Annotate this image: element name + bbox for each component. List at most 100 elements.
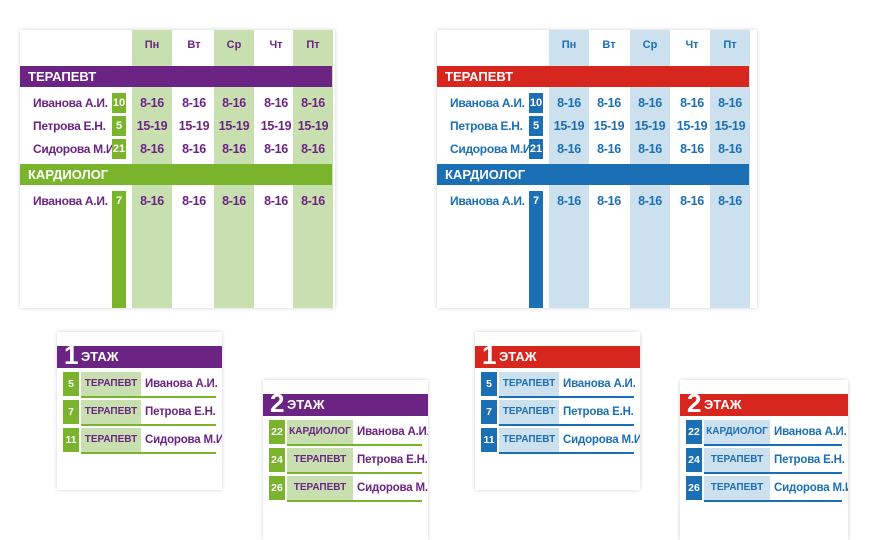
hours-cell: 15-19 — [634, 119, 666, 133]
hours-cell: 8-16 — [597, 142, 621, 156]
hours-cell: 15-19 — [178, 119, 210, 133]
specialty-label: ТЕРАПЕВТ — [499, 428, 559, 452]
room-number: 5 — [63, 372, 79, 396]
schedule-board-green: Пн Вт Ср Чт Пт ТЕРАПЕВТ Иванова А.И. 10 8-16 8-16… — [20, 30, 335, 308]
row-underline — [81, 452, 216, 454]
hours-cell: 15-19 — [676, 119, 708, 133]
hours-cell: 8-16 — [140, 194, 164, 208]
floor-row: 11 ТЕРАПЕВТ Сидорова М.И. — [63, 428, 222, 454]
section-bar: КАРДИОЛОГ — [20, 164, 332, 185]
doctor-name: Сидорова М.И. — [450, 142, 535, 156]
floor-row: 7 ТЕРАПЕВТ Петрова Е.Н. — [481, 400, 634, 426]
hours-cell: 8-16 — [718, 194, 742, 208]
day-header: Вт — [187, 39, 201, 51]
hours-cell: 8-16 — [557, 142, 581, 156]
hours-cell: 8-16 — [222, 194, 246, 208]
specialty-label: ТЕРАПЕВТ — [81, 428, 141, 452]
room-number: 7 — [529, 191, 543, 211]
hours-cell: 8-16 — [680, 142, 704, 156]
room-strip — [529, 198, 543, 308]
hours-cell: 8-16 — [264, 96, 288, 110]
doctor-name: Иванова А.И. — [145, 378, 218, 390]
floor2-board-blue: 2 ЭТАЖ 22 КАРДИОЛОГ Иванова А.И. 24 ТЕРАПЕВТ Пе… — [680, 380, 848, 540]
doctor-name: Петрова Е.Н. — [357, 454, 428, 466]
hours-cell: 15-19 — [593, 119, 625, 133]
row-underline — [499, 396, 634, 398]
day-header: Чт — [685, 39, 699, 51]
room-number: 10 — [529, 93, 543, 113]
hours-cell: 8-16 — [301, 194, 325, 208]
specialty-label: КАРДИОЛОГ — [287, 420, 353, 444]
doctor-name: Петрова Е.Н. — [563, 406, 634, 418]
room-number: 24 — [686, 448, 702, 472]
schedule-board-blue: Пн Вт Ср Чт Пт ТЕРАПЕВТ Иванова А.И. 10 8-16 8-16… — [437, 30, 757, 308]
doctor-name: Петрова Е.Н. — [774, 454, 845, 466]
room-number: 7 — [112, 191, 126, 211]
specialty-label: ТЕРАПЕВТ — [704, 448, 770, 472]
room-number: 7 — [481, 400, 497, 424]
floor-bar: 2 ЭТАЖ — [680, 388, 848, 418]
floor-label: ЭТАЖ — [499, 349, 537, 364]
room-number: 22 — [269, 420, 285, 444]
floor-label: ЭТАЖ — [287, 397, 325, 412]
floor-label: ЭТАЖ — [704, 397, 742, 412]
floor-number: 2 — [270, 388, 285, 418]
hours-cell: 8-16 — [718, 142, 742, 156]
specialty-label: ТЕРАПЕВТ — [81, 400, 141, 424]
hours-cell: 8-16 — [638, 142, 662, 156]
row-underline — [287, 472, 422, 474]
room-number: 26 — [269, 476, 285, 500]
row-underline — [81, 424, 216, 426]
doctor-name: Иванова А.И. — [450, 194, 525, 208]
floor-number: 1 — [64, 340, 79, 370]
room-number: 26 — [686, 476, 702, 500]
doctor-name: Петрова Е.Н. — [450, 119, 523, 133]
day-header: Пн — [132, 30, 172, 60]
room-number: 21 — [529, 139, 543, 159]
day-header: Пн — [549, 30, 589, 60]
floor-row: 22 КАРДИОЛОГ Иванова А.И. — [686, 420, 847, 446]
floor-row: 5 ТЕРАПЕВТ Иванова А.И. — [481, 372, 636, 398]
doctor-name: Иванова А.И. — [450, 96, 525, 110]
room-number: 5 — [481, 372, 497, 396]
specialty-label: КАРДИОЛОГ — [704, 420, 770, 444]
hours-cell: 8-16 — [638, 194, 662, 208]
floor-bar: 1 ЭТАЖ — [475, 340, 640, 370]
row-underline — [499, 424, 634, 426]
room-strip — [112, 198, 126, 308]
hours-cell: 15-19 — [136, 119, 168, 133]
hours-cell: 8-16 — [140, 142, 164, 156]
room-number: 22 — [686, 420, 702, 444]
row-underline — [81, 396, 216, 398]
doctor-name: Петрова Е.Н. — [33, 119, 106, 133]
hours-cell: 8-16 — [301, 142, 325, 156]
floor-label: ЭТАЖ — [81, 349, 119, 364]
day-header: Пт — [710, 30, 750, 60]
day-header: Вт — [602, 39, 616, 51]
hours-cell: 8-16 — [182, 194, 206, 208]
hours-cell: 8-16 — [182, 142, 206, 156]
row-underline — [287, 444, 422, 446]
hours-cell: 15-19 — [260, 119, 292, 133]
doctor-name: Иванова А.И. — [563, 378, 636, 390]
hours-cell: 15-19 — [553, 119, 585, 133]
doctor-name: Иванова А.И. — [33, 96, 108, 110]
hours-cell: 8-16 — [222, 96, 246, 110]
hours-cell: 15-19 — [297, 119, 329, 133]
row-underline — [704, 472, 842, 474]
floor-row: 24 ТЕРАПЕВТ Петрова Е.Н. — [686, 448, 845, 474]
hours-cell: 8-16 — [680, 194, 704, 208]
floor-row: 7 ТЕРАПЕВТ Петрова Е.Н. — [63, 400, 216, 426]
room-number: 11 — [63, 428, 79, 452]
hours-cell: 8-16 — [140, 96, 164, 110]
doctor-name: Сидорова М.И. — [145, 434, 222, 446]
hours-cell: 8-16 — [557, 96, 581, 110]
specialty-label: ТЕРАПЕВТ — [287, 476, 353, 500]
section-bar: КАРДИОЛОГ — [437, 164, 749, 185]
hours-cell: 8-16 — [264, 142, 288, 156]
doctor-name: Иванова А.И. — [33, 194, 108, 208]
hours-cell: 8-16 — [718, 96, 742, 110]
floor-number: 1 — [482, 340, 497, 370]
floor-row: 24 ТЕРАПЕВТ Петрова Е.Н. — [269, 448, 428, 474]
